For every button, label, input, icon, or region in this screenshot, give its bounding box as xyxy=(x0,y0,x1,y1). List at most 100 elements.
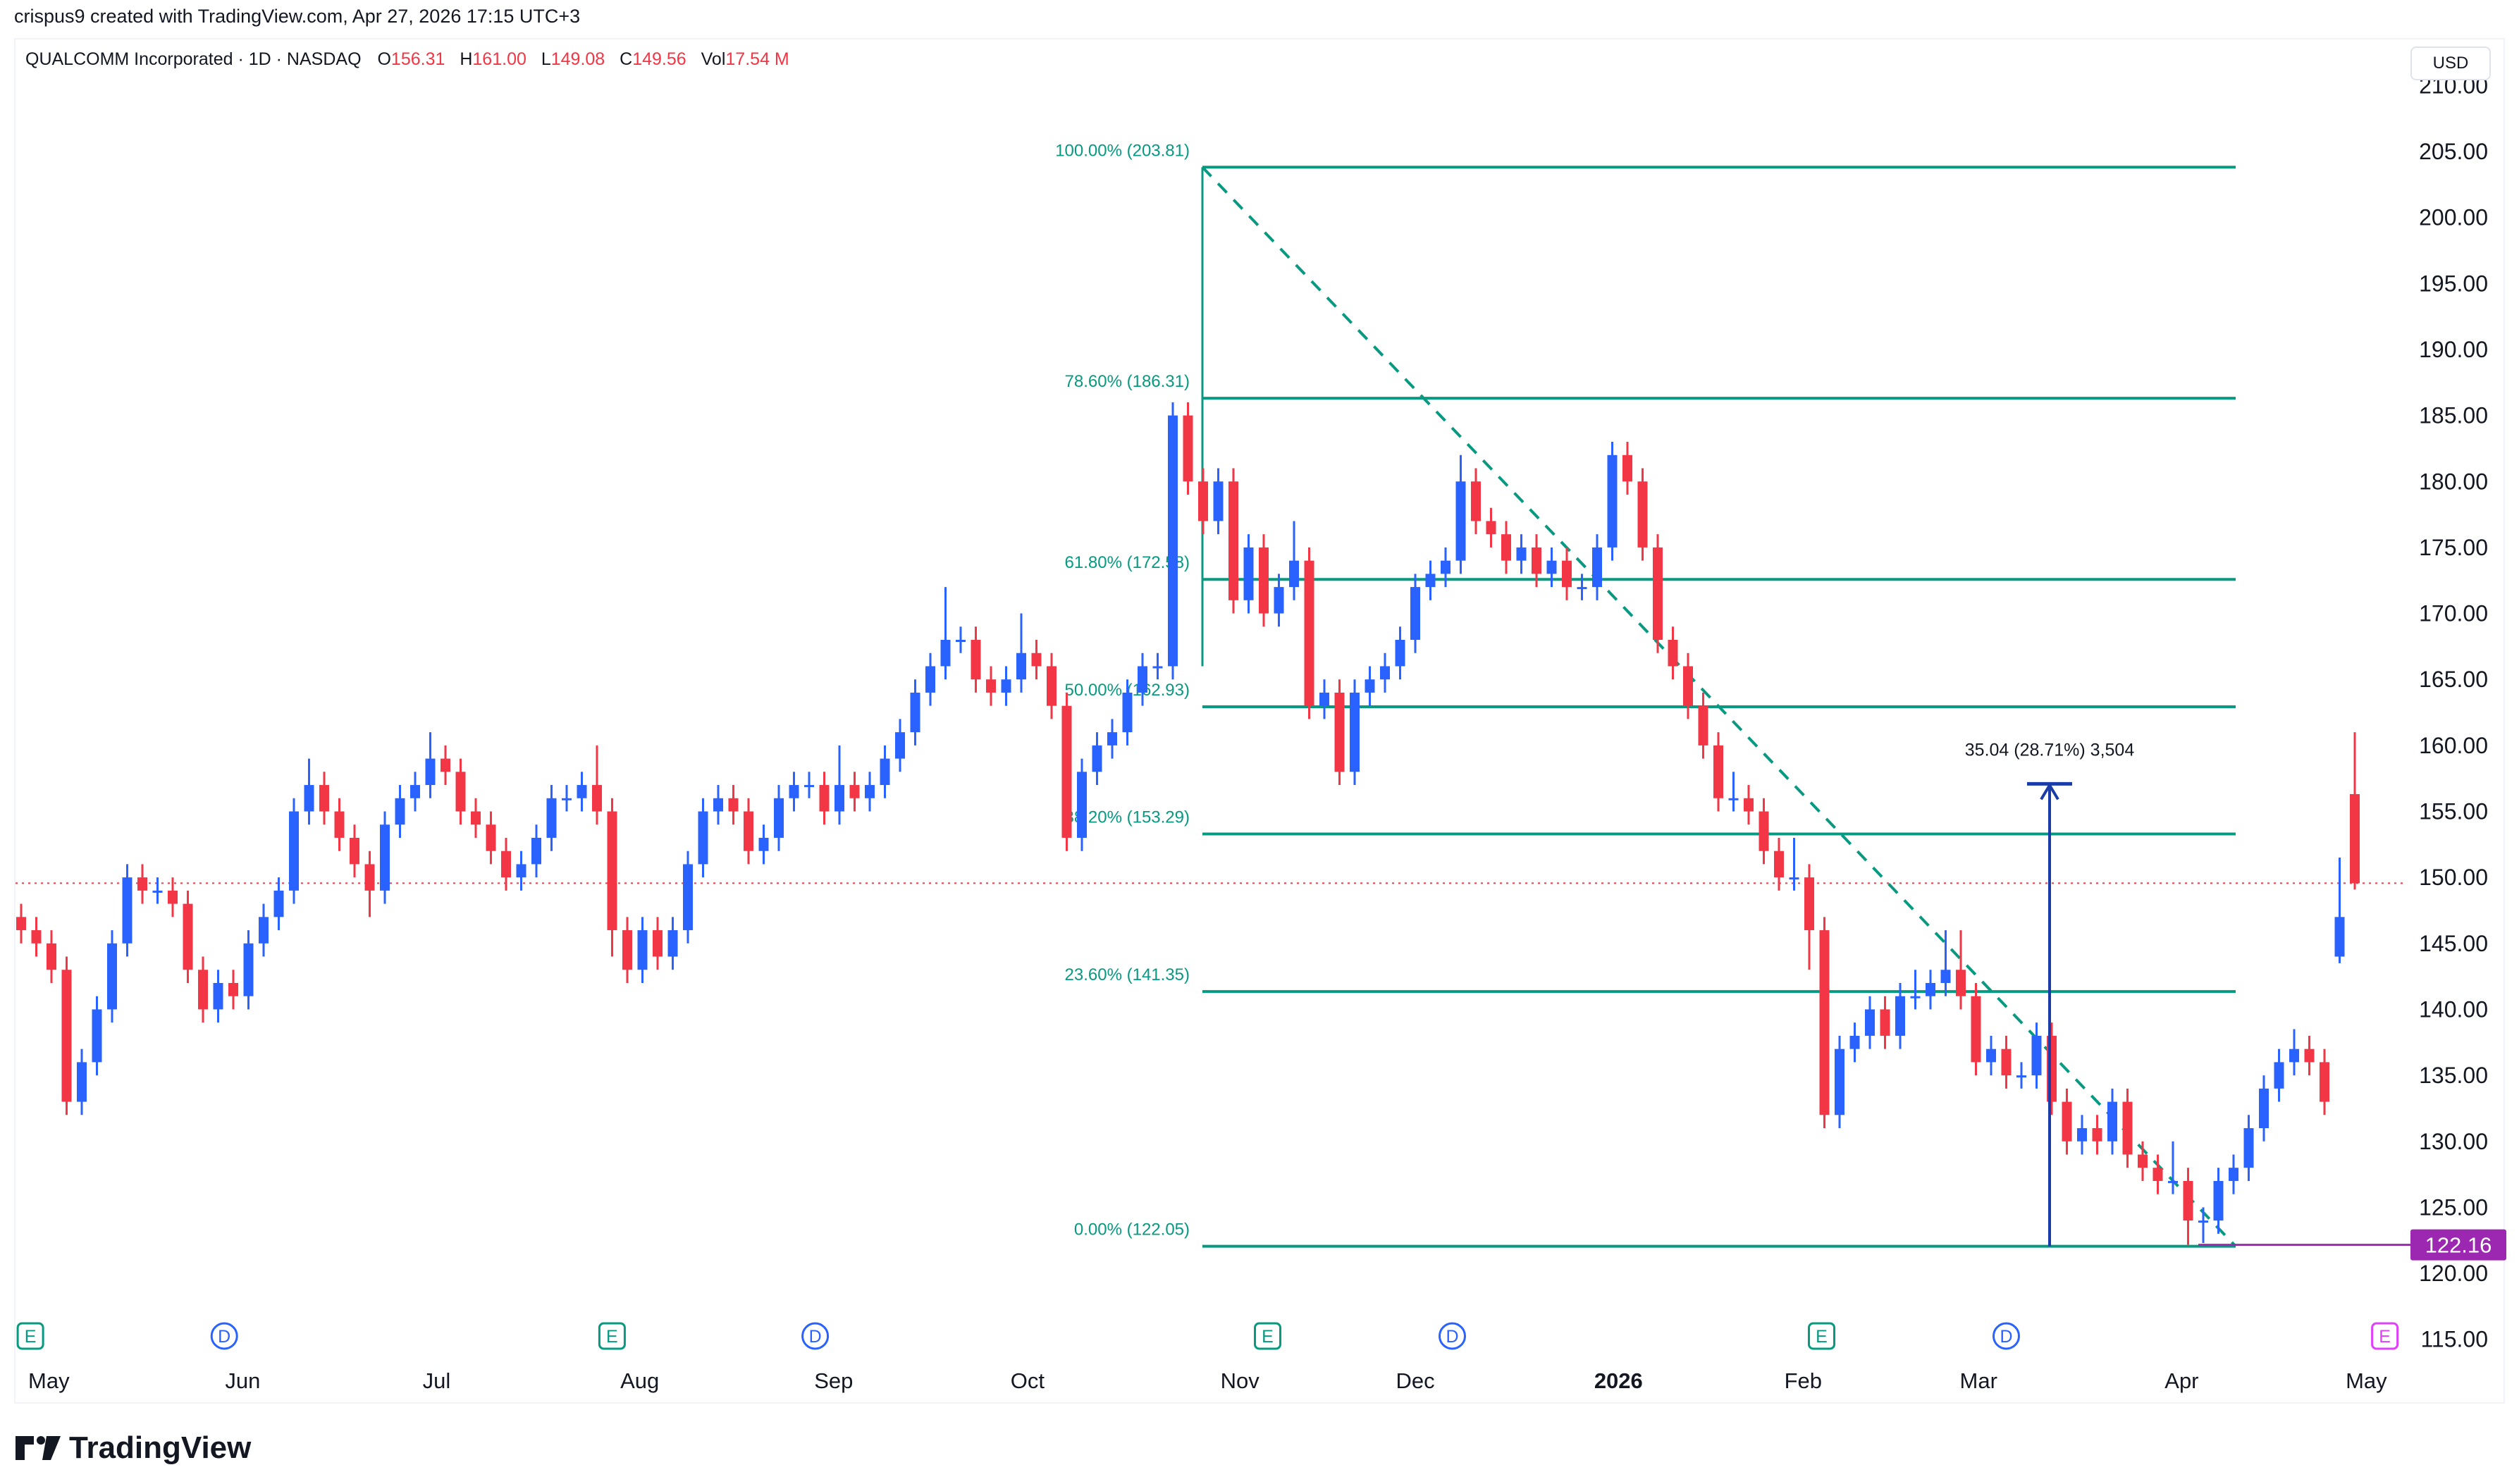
candle-body xyxy=(1395,640,1405,667)
candle-body xyxy=(47,943,56,970)
candle-body xyxy=(1152,666,1163,669)
candle-body xyxy=(516,864,526,878)
tradingview-logo[interactable]: TradingView xyxy=(16,1430,251,1466)
candle-body xyxy=(1819,930,1830,1115)
low-value: 149.08 xyxy=(550,49,605,69)
candle-body xyxy=(1774,851,1784,878)
fib-level-label: 100.00% (203.81) xyxy=(1055,141,1190,160)
candle-body xyxy=(1486,521,1496,535)
fib-level-label: 78.60% (186.31) xyxy=(1065,372,1190,391)
svg-text:E: E xyxy=(25,1327,37,1347)
earnings-event-icon[interactable]: E xyxy=(2371,1322,2399,1350)
candle-body xyxy=(1804,877,1814,931)
symbol-legend: QUALCOMM Incorporated · 1D · NASDAQ O156… xyxy=(25,49,799,70)
measure-label: 35.04 (28.71%) 3,504 xyxy=(1965,740,2135,760)
candle-body xyxy=(486,824,496,851)
candle-body xyxy=(2183,1180,2193,1221)
candle-body xyxy=(2031,1035,2042,1076)
chart-pane[interactable] xyxy=(14,38,2505,1404)
candle-body xyxy=(183,903,193,970)
price-tick-label: 145.00 xyxy=(2419,931,2488,956)
high-value: 161.00 xyxy=(472,49,526,69)
candle-body xyxy=(198,970,208,1010)
price-tick-label: 165.00 xyxy=(2419,667,2488,692)
earnings-event-icon[interactable]: E xyxy=(16,1322,44,1350)
time-tick-label: Jun xyxy=(225,1368,260,1393)
candle-body xyxy=(1592,547,1602,588)
candle-body xyxy=(2320,1062,2329,1102)
candle-body xyxy=(31,930,42,944)
candle-body xyxy=(1986,1049,1996,1063)
candle-body xyxy=(122,877,133,944)
candle-body xyxy=(1956,970,1966,996)
low-marker-badge xyxy=(2410,1229,2506,1261)
price-tick-label: 170.00 xyxy=(2419,601,2488,626)
candle-body xyxy=(1410,587,1420,641)
dividend-event-icon[interactable]: D xyxy=(1993,1322,2020,1350)
candle-body xyxy=(2107,1101,2117,1142)
candle-body xyxy=(319,785,329,812)
candle-body xyxy=(1061,705,1072,838)
candle-body xyxy=(774,798,784,838)
candle-body xyxy=(1607,455,1618,548)
currency-button[interactable]: USD xyxy=(2410,47,2491,80)
candle-body xyxy=(2213,1180,2224,1221)
candle-body xyxy=(834,785,844,812)
earnings-event-icon[interactable]: E xyxy=(1254,1322,1281,1350)
svg-text:E: E xyxy=(606,1327,618,1347)
volume-label: Vol xyxy=(701,49,726,69)
earnings-event-icon[interactable]: E xyxy=(1808,1322,1835,1350)
candle-body xyxy=(2243,1128,2254,1168)
dividend-event-icon[interactable]: D xyxy=(210,1322,238,1350)
candle-body xyxy=(1016,653,1026,680)
candle-body xyxy=(607,811,617,931)
candle-body xyxy=(1122,692,1133,733)
candle-body xyxy=(395,798,405,825)
candle-body xyxy=(1471,481,1481,521)
candle-body xyxy=(865,785,875,798)
candle-body xyxy=(849,785,860,798)
dividend-event-icon[interactable]: D xyxy=(801,1322,830,1350)
candle-body xyxy=(1577,587,1587,590)
candle-body xyxy=(683,864,693,931)
time-tick-label: Nov xyxy=(1221,1368,1260,1393)
dividend-event-icon[interactable]: D xyxy=(1439,1322,1466,1350)
candle-body xyxy=(1940,970,1951,983)
price-tick-label: 135.00 xyxy=(2419,1063,2488,1088)
candle-body xyxy=(744,811,753,851)
candle-body xyxy=(1880,1009,1890,1036)
candle-body xyxy=(986,679,996,693)
candle-body xyxy=(228,982,238,996)
candle-body xyxy=(1047,666,1057,706)
candle-body xyxy=(1516,547,1527,561)
candle-body xyxy=(1259,547,1269,614)
candle-body xyxy=(1562,560,1572,588)
candle-body xyxy=(1789,877,1799,880)
candle-body xyxy=(243,943,254,996)
candle-body xyxy=(2168,1180,2178,1183)
candle-body xyxy=(1910,996,1921,998)
candle-body xyxy=(1168,415,1178,667)
candle-body xyxy=(713,798,723,812)
symbol-title[interactable]: QUALCOMM Incorporated · 1D · NASDAQ xyxy=(25,49,362,69)
candle-body xyxy=(667,930,678,957)
candle-body xyxy=(350,837,359,865)
candle-body xyxy=(2001,1049,2012,1076)
candle-body xyxy=(471,811,481,825)
candle-body xyxy=(577,785,587,798)
candle-body xyxy=(152,890,163,893)
candle-body xyxy=(1668,640,1678,667)
price-tick-label: 160.00 xyxy=(2419,733,2488,758)
time-tick-label: May xyxy=(2346,1368,2387,1393)
svg-text:E: E xyxy=(1262,1327,1274,1347)
candle-body xyxy=(531,837,541,865)
candle-body xyxy=(1546,560,1557,574)
close-label: C xyxy=(620,49,633,69)
price-tick-label: 115.00 xyxy=(2421,1327,2489,1352)
time-tick-label: Apr xyxy=(2164,1368,2198,1393)
candle-body xyxy=(1849,1035,1860,1049)
price-tick-label: 195.00 xyxy=(2419,271,2488,296)
candle-body xyxy=(728,798,739,812)
earnings-event-icon[interactable]: E xyxy=(598,1322,626,1350)
